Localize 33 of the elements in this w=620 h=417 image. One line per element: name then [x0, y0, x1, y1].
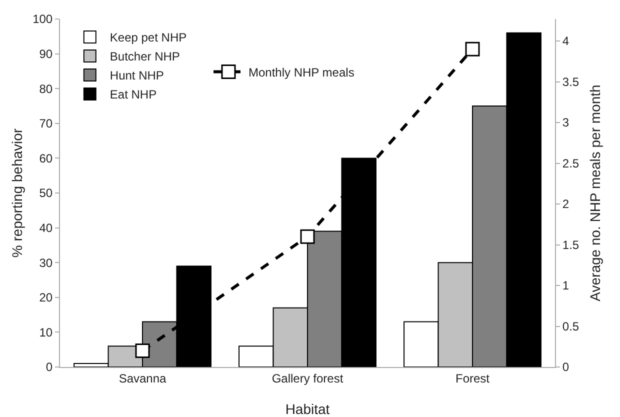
y2-tick-label: 2.5 [562, 156, 580, 170]
y-tick-label: 30 [39, 256, 53, 270]
y-tick-label: 100 [32, 12, 53, 26]
point [135, 343, 150, 358]
y-tick-label: 70 [39, 116, 53, 131]
y-tick-label: 50 [39, 186, 53, 200]
x-tick-label: Savanna [118, 371, 167, 386]
y-tick-label: 90 [39, 47, 53, 61]
y-tick-label: 10 [39, 325, 53, 340]
y2-tick-label: 1 [562, 278, 570, 293]
y-tick-label: 60 [39, 151, 53, 166]
x-tick-label: Forest [455, 371, 490, 386]
y2-tick-label: 3 [562, 116, 570, 130]
y-axis-title: % reporting behavior [9, 128, 25, 258]
point [300, 229, 315, 244]
x-axis-title: Habitat [285, 401, 330, 417]
y-tick-label: 20 [39, 290, 53, 305]
y-tick-label: 40 [39, 221, 53, 235]
y2-tick-label: 4 [562, 34, 570, 48]
legend-label: Hunt NHP [110, 68, 164, 83]
y2-axis-title: Average no. NHP meals per month [587, 84, 603, 302]
y2-tick-label: 2 [562, 197, 570, 212]
y2-tick-label: 3.5 [562, 74, 580, 89]
legend-label: Eat NHP [110, 88, 157, 102]
legend-label: Monthly NHP meals [248, 65, 354, 80]
y-tick-label: 0 [46, 360, 53, 374]
y2-tick-label: 1.5 [562, 238, 580, 252]
x-tick-label: Gallery forest [272, 371, 344, 386]
y2-tick-label: 0 [562, 360, 570, 374]
y-tick-label: 80 [39, 82, 53, 96]
y2-tick-label: 0.5 [562, 319, 580, 334]
legend-label: Keep pet NHP [110, 30, 187, 45]
legend-label: Butcher NHP [110, 50, 180, 64]
